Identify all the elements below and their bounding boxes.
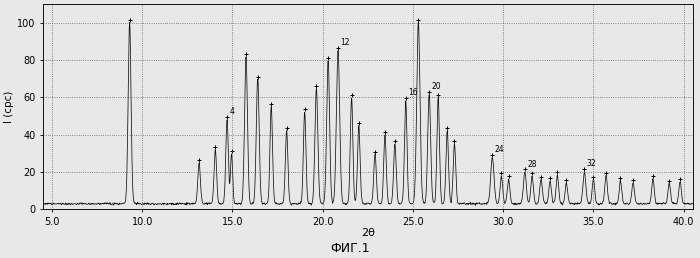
Text: 12: 12 xyxy=(340,38,350,47)
Text: 20: 20 xyxy=(431,82,441,91)
Text: 16: 16 xyxy=(408,88,417,97)
Text: ФИГ.1: ФИГ.1 xyxy=(330,243,370,255)
Text: 4: 4 xyxy=(229,107,234,116)
X-axis label: 2θ: 2θ xyxy=(361,228,374,238)
Text: 32: 32 xyxy=(587,159,596,168)
Text: 28: 28 xyxy=(527,159,536,168)
Y-axis label: I (срс): I (срс) xyxy=(4,91,14,123)
Text: 24: 24 xyxy=(494,145,504,154)
